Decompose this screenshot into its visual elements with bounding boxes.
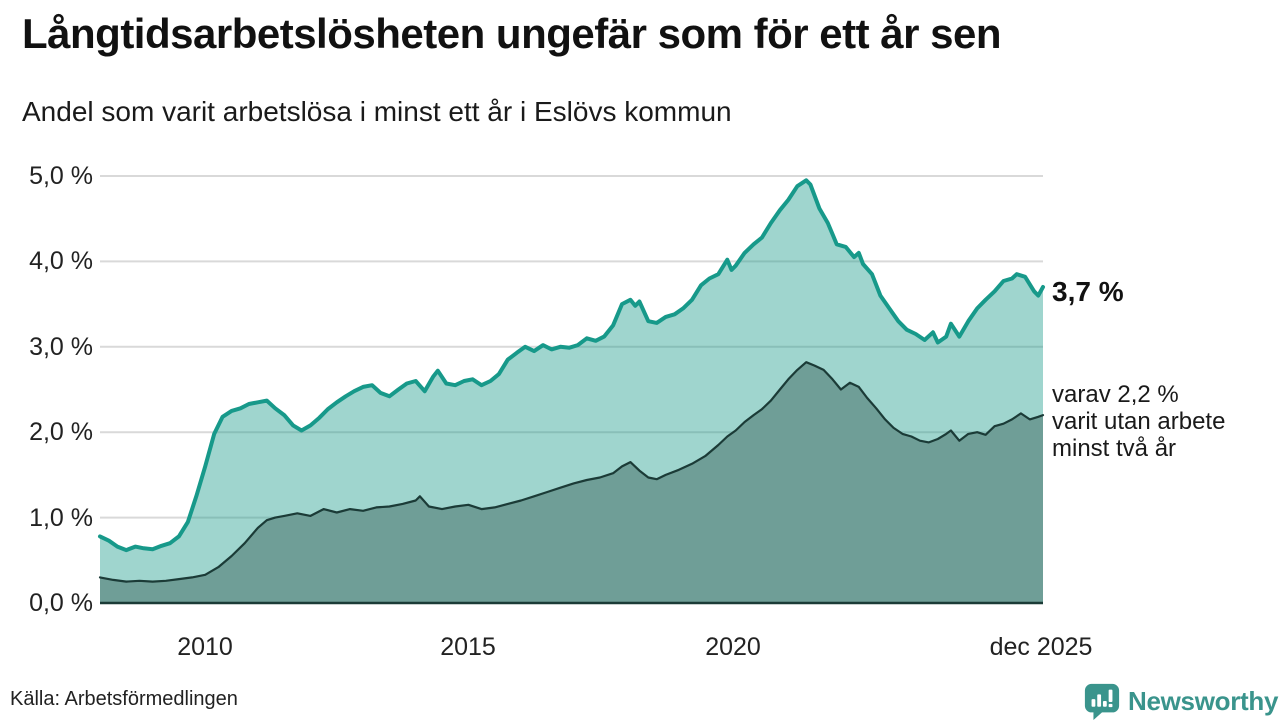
y-axis-tick: 0,0 % bbox=[29, 589, 93, 617]
brand-name: Newsworthy bbox=[1128, 685, 1279, 716]
x-axis-tick: 2010 bbox=[177, 633, 233, 661]
annotation-line: minst två år bbox=[1052, 435, 1177, 462]
latest-value-label: 3,7 % bbox=[1052, 276, 1124, 307]
page-title: Långtidsarbetslösheten ungefär som för e… bbox=[22, 10, 1002, 57]
annotation-line: varav 2,2 % bbox=[1052, 381, 1179, 408]
annotation-line: varit utan arbete bbox=[1052, 408, 1226, 435]
series-line-minst-ett-år bbox=[98, 178, 1045, 553]
secondary-series-annotation: varav 2,2 % varit utan arbete minst två … bbox=[1052, 381, 1225, 462]
page-subtitle: Andel som varit arbetslösa i minst ett å… bbox=[22, 96, 732, 127]
y-axis-tick: 3,0 % bbox=[29, 333, 93, 361]
series-area-minst-två-år bbox=[100, 362, 1043, 603]
brand-logo: Newsworthy bbox=[1083, 682, 1278, 720]
series-line-minst-två-år bbox=[98, 361, 1045, 583]
x-axis-tick: dec 2025 bbox=[989, 633, 1093, 661]
x-axis-tick: 2020 bbox=[705, 633, 761, 661]
y-axis-tick: 1,0 % bbox=[29, 504, 93, 532]
bar-chart-speech-bubble-icon bbox=[1084, 683, 1120, 720]
x-axis-tick: 2015 bbox=[440, 633, 496, 661]
y-axis-tick: 2,0 % bbox=[29, 418, 93, 446]
source-credit: Källa: Arbetsförmedlingen bbox=[10, 688, 238, 710]
y-axis-tick: 4,0 % bbox=[29, 247, 93, 275]
y-axis-tick: 5,0 % bbox=[29, 162, 93, 190]
